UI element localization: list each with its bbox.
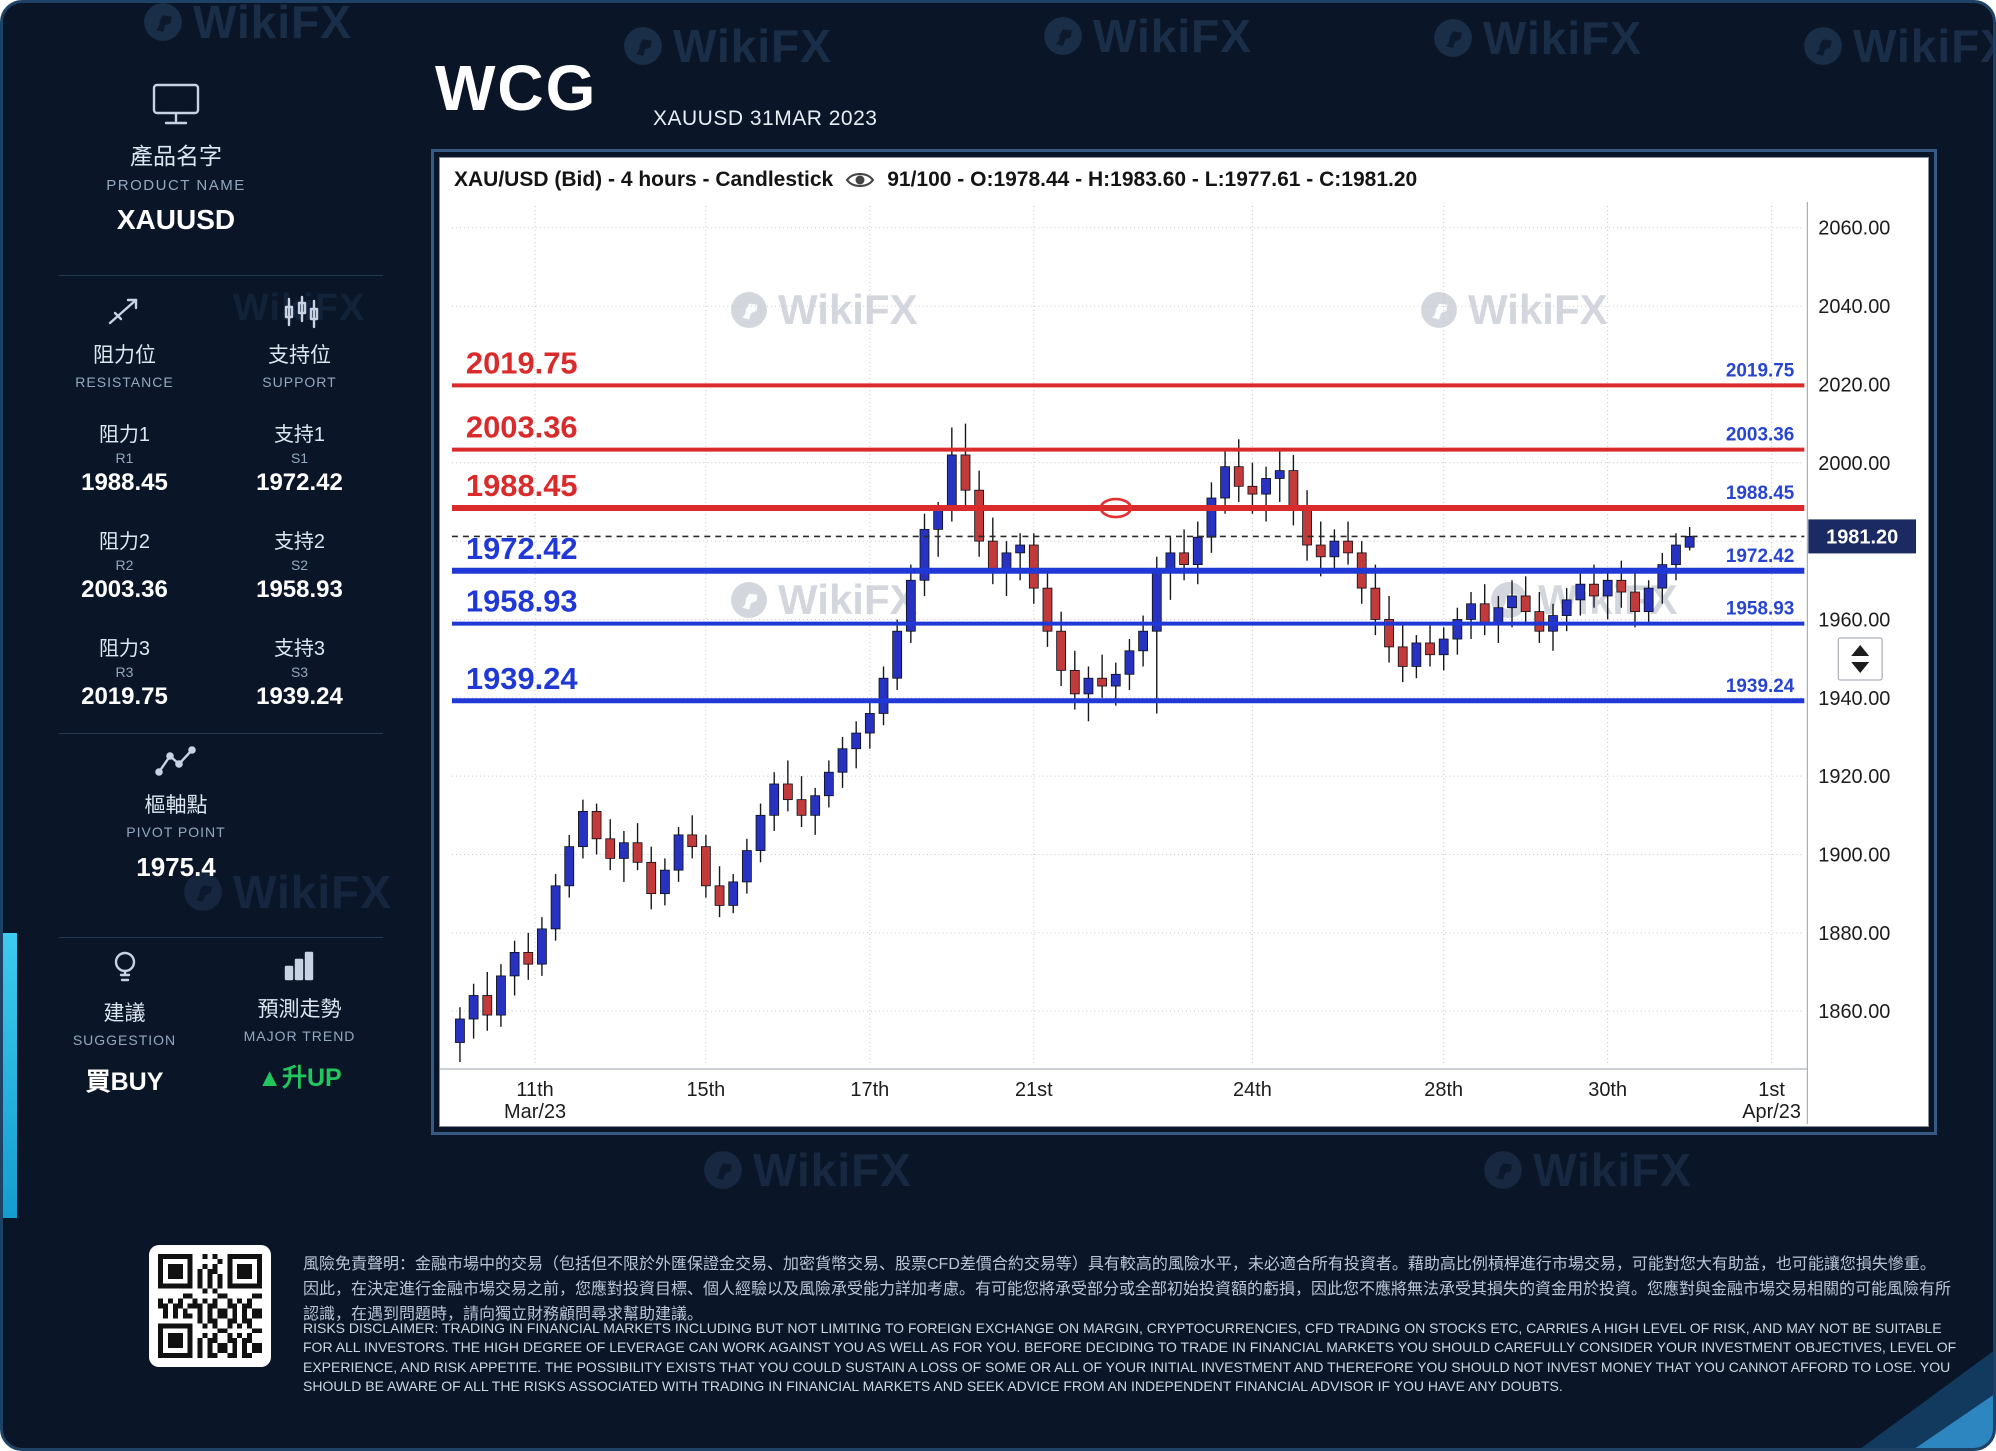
pivot-value: 1975.4 <box>136 852 216 882</box>
wikifx-watermark: WikiFX <box>1043 9 1252 63</box>
svg-text:1988.45: 1988.45 <box>1726 483 1795 504</box>
resistance-label-zh: 阻力位 <box>93 344 156 367</box>
svg-text:1940.00: 1940.00 <box>1818 688 1890 710</box>
svg-text:24th: 24th <box>1233 1079 1272 1101</box>
svg-text:11th: 11th <box>516 1079 553 1101</box>
chart-ohlc: 91/100 - O:1978.44 - H:1983.60 - L:1977.… <box>887 168 1418 191</box>
svg-text:2020.00: 2020.00 <box>1818 374 1890 396</box>
bulb-icon <box>114 951 135 982</box>
resistance-icon <box>108 298 137 325</box>
support-level-3: 支持3 S3 1939.24 <box>256 638 343 710</box>
svg-text:15th: 15th <box>686 1079 725 1101</box>
divider <box>59 937 383 938</box>
up-arrow-icon: ▲ <box>257 1064 282 1092</box>
resistance-level-2: 阻力2 R2 2003.36 <box>81 531 168 603</box>
svg-text:1st: 1st <box>1758 1079 1785 1101</box>
monitor-icon <box>152 83 200 125</box>
suggestion-label-en: SUGGESTION <box>72 1032 177 1048</box>
resistance-label-en: RESISTANCE <box>75 374 174 390</box>
levels-section: 阻力位 RESISTANCE 阻力1 R1 1988.45 阻力2 R2 200… <box>37 295 387 711</box>
pivot-icon <box>155 746 196 776</box>
pivot-section: 樞軸點 PIVOT POINT 1975.4 <box>61 745 291 883</box>
svg-text:2003.36: 2003.36 <box>1726 425 1794 446</box>
suggestion-value: 買BUY <box>85 1068 164 1096</box>
chart-frame: WikiFX WikiFX WikiFX WikiFX 2060.00 2040.… <box>431 149 1937 1135</box>
bar-chart-icon <box>284 951 313 981</box>
product-name: XAUUSD <box>116 204 236 235</box>
trend-value: ▲升UP <box>257 1064 342 1092</box>
svg-text:28th: 28th <box>1424 1079 1463 1101</box>
wikifx-watermark: WikiFX <box>623 19 832 73</box>
svg-text:1972.42: 1972.42 <box>1726 546 1794 567</box>
svg-text:1958.93: 1958.93 <box>1726 599 1794 620</box>
svg-text:1988.45: 1988.45 <box>466 468 578 503</box>
cyan-accent-strip <box>3 933 17 1218</box>
svg-text:1860.00: 1860.00 <box>1818 1001 1890 1023</box>
disclaimer-en: RISKS DISCLAIMER: TRADING IN FINANCIAL M… <box>303 1320 1957 1394</box>
support-column: 支持位 SUPPORT 支持1 S1 1972.42 支持2 S2 1958.9… <box>212 295 387 711</box>
svg-text:1981.20: 1981.20 <box>1826 526 1898 548</box>
trend-column: 預測走勢 MAJOR TREND ▲升UP <box>212 949 387 1098</box>
chart-title: XAU/USD (Bid) - 4 hours - Candlestick <box>454 168 834 191</box>
product-label-zh: 產品名字 <box>130 143 222 169</box>
svg-text:1939.24: 1939.24 <box>1726 676 1795 697</box>
candlestick-chart: 2060.002040.002020.002000.001980.001960.… <box>440 202 1917 1124</box>
svg-text:30th: 30th <box>1588 1079 1627 1101</box>
svg-text:1939.24: 1939.24 <box>466 661 578 696</box>
svg-text:1960.00: 1960.00 <box>1818 609 1890 631</box>
svg-text:2060.00: 2060.00 <box>1818 218 1890 240</box>
wikifx-watermark: WikiFX <box>703 1143 912 1197</box>
suggestion-column: 建議 SUGGESTION 買BUY <box>37 949 212 1098</box>
pivot-label-zh: 樞軸點 <box>144 794 208 817</box>
product-label-en: PRODUCT NAME <box>106 177 246 194</box>
svg-text:1920.00: 1920.00 <box>1818 766 1890 788</box>
chart-panel: WikiFX WikiFX WikiFX WikiFX 2060.00 2040.… <box>439 157 1929 1127</box>
advice-section: 建議 SUGGESTION 買BUY 預測走勢 MAJOR TREND ▲升UP <box>37 949 387 1098</box>
svg-text:2019.75: 2019.75 <box>466 345 578 380</box>
svg-text:2003.36: 2003.36 <box>466 410 578 445</box>
wcg-logo: WCG <box>435 52 598 124</box>
svg-text:21st: 21st <box>1015 1079 1053 1101</box>
svg-text:2000.00: 2000.00 <box>1818 453 1890 475</box>
suggestion-label-zh: 建議 <box>103 1002 146 1025</box>
svg-text:Apr/23: Apr/23 <box>1742 1101 1801 1123</box>
wikifx-watermark: WikiFX <box>1483 1143 1692 1197</box>
report-subtitle: XAUUSD 31MAR 2023 <box>653 107 878 130</box>
pivot-label-en: PIVOT POINT <box>126 824 226 840</box>
svg-text:Mar/23: Mar/23 <box>504 1101 566 1123</box>
qr-code <box>149 1245 271 1367</box>
svg-text:2040.00: 2040.00 <box>1818 296 1890 318</box>
resistance-level-1: 阻力1 R1 1988.45 <box>81 424 168 496</box>
support-level-2: 支持2 S2 1958.93 <box>256 531 343 603</box>
svg-text:2019.75: 2019.75 <box>1726 360 1795 381</box>
svg-text:1900.00: 1900.00 <box>1818 844 1890 866</box>
support-label-en: SUPPORT <box>262 374 337 390</box>
support-label-zh: 支持位 <box>268 344 331 367</box>
wikifx-watermark: WikiFX <box>1433 11 1642 65</box>
disclaimer-zh: 風險免責聲明：金融市場中的交易（包括但不限於外匯保證金交易、加密貨幣交易、股票C… <box>303 1256 1952 1323</box>
svg-text:17th: 17th <box>850 1079 889 1101</box>
support-level-1: 支持1 S1 1972.42 <box>256 424 343 496</box>
support-icon <box>284 295 318 329</box>
divider <box>59 275 383 276</box>
trend-label-zh: 預測走勢 <box>257 998 342 1021</box>
svg-text:1958.93: 1958.93 <box>466 584 578 619</box>
svg-text:1880.00: 1880.00 <box>1818 923 1890 945</box>
wikifx-watermark: WikiFX <box>143 3 352 49</box>
eye-icon <box>845 173 875 187</box>
resistance-column: 阻力位 RESISTANCE 阻力1 R1 1988.45 阻力2 R2 200… <box>37 295 212 711</box>
resistance-level-3: 阻力3 R3 2019.75 <box>81 638 168 710</box>
divider <box>59 733 383 734</box>
wikifx-watermark: WikiFX <box>1803 19 1993 73</box>
trend-label-en: MAJOR TREND <box>243 1028 356 1044</box>
chart-title-bar: XAU/USD (Bid) - 4 hours - Candlestick 91… <box>454 168 1417 192</box>
product-section: 產品名字 PRODUCT NAME XAUUSD <box>61 81 291 236</box>
